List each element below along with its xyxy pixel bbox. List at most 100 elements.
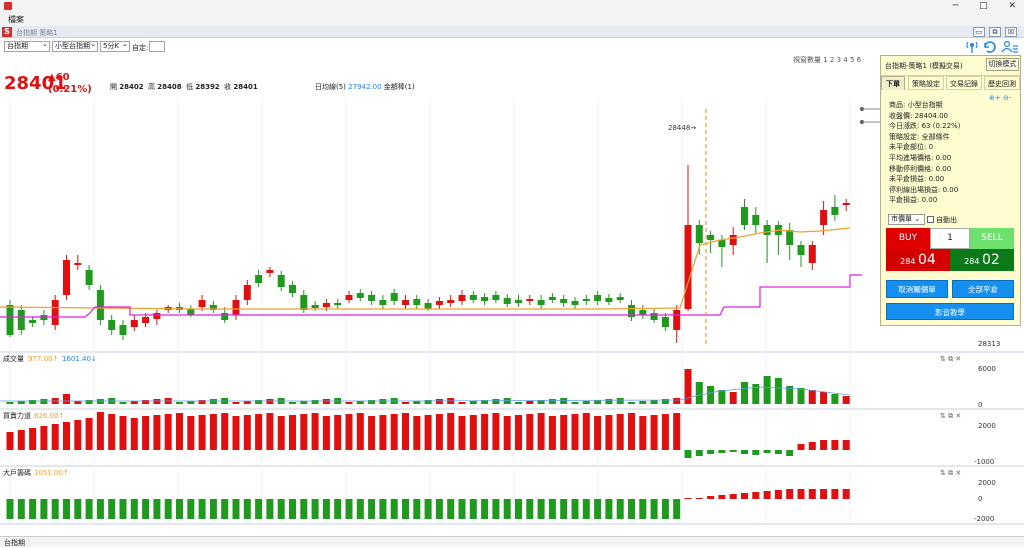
power-bar	[243, 415, 251, 450]
candle-body	[300, 295, 308, 310]
user-list-icon[interactable]	[1001, 40, 1018, 53]
buy-button[interactable]: BUY	[886, 228, 930, 249]
volume-bar	[492, 399, 500, 404]
zoom-out-icon[interactable]: ⊖-	[1002, 94, 1012, 102]
power-bar	[616, 414, 624, 450]
candle-body	[368, 295, 376, 301]
volume-bar	[729, 392, 737, 404]
zoom-controls[interactable]: ⊕+ ⊖-	[989, 94, 1011, 102]
ma-label: 日均線(5)	[315, 83, 346, 91]
position-info-line: 今日漲跌: 63 (0.22%)	[889, 122, 961, 131]
contract-select[interactable]: 小型台指期	[52, 40, 98, 52]
candle-body	[6, 305, 14, 335]
volume-bar	[289, 402, 296, 404]
power-bar	[447, 413, 455, 450]
power-bar	[458, 416, 466, 450]
bottom-tab-symbol[interactable]: 台指期	[4, 539, 25, 547]
order-type-select[interactable]: 市價單 ⌄	[888, 214, 925, 225]
volume-bar	[130, 401, 138, 404]
bigplayer-bar	[243, 499, 251, 519]
power-bar	[289, 415, 296, 450]
bigplayer-bar	[741, 493, 748, 499]
volume-bar	[684, 369, 692, 404]
power-bar	[322, 416, 330, 450]
candle-body	[605, 298, 613, 302]
volume-bar	[119, 402, 127, 404]
candle-body	[808, 245, 816, 263]
power-pane-tools[interactable]: ⇅ ⧉ ✕	[940, 412, 961, 420]
video-tutorial-button[interactable]: 影音教學	[886, 303, 1014, 320]
auto-exit-checkbox[interactable]	[927, 216, 934, 223]
price-change: ▲60	[48, 72, 70, 83]
switch-mode-button[interactable]: 切換模式	[986, 58, 1019, 71]
candle-body	[402, 300, 409, 305]
bigplayer-bar	[322, 499, 330, 519]
power-bar	[74, 420, 82, 450]
volume-bar	[560, 398, 568, 404]
buy-price-tick: 04	[918, 252, 936, 268]
power-value: 626.00↑	[34, 412, 64, 420]
volume-bar	[797, 388, 805, 404]
bigplayer-bar	[255, 499, 263, 519]
minimize-icon[interactable]: ─	[952, 1, 959, 11]
maximize-icon[interactable]: □	[979, 1, 988, 11]
candle-body	[63, 260, 70, 295]
candle-body	[616, 297, 624, 300]
sell-price-prefix: 284	[964, 257, 980, 266]
refresh-icon[interactable]	[984, 41, 996, 53]
sell-price-button[interactable]: 284 02	[950, 249, 1014, 271]
sell-price-tick: 02	[982, 252, 1000, 268]
tab-strategy-settings[interactable]: 策略設定	[908, 76, 944, 90]
tab-trade-records[interactable]: 交易記錄	[946, 76, 982, 90]
ma-suffix: 金額棒(1)	[383, 83, 415, 91]
volume-pane	[0, 369, 851, 404]
candle-body	[481, 297, 489, 301]
sell-button[interactable]: SELL	[970, 228, 1014, 249]
price-chart[interactable]: 28448→ 28313 成交量 977.00↑ 1601.40↓ ⇅ ⧉ ✕ …	[0, 95, 1024, 535]
volume-bar	[379, 399, 387, 404]
auto-exit-label: 自動出	[936, 216, 957, 224]
close-icon[interactable]: ✕	[1008, 1, 1016, 11]
candle-body	[232, 300, 240, 315]
bigplayer-bar	[209, 499, 217, 519]
power-bar	[334, 415, 342, 450]
volume-bar	[368, 400, 376, 404]
bigplayer-bar	[560, 499, 568, 519]
bigplayer-bar	[187, 499, 195, 519]
zoom-in-icon[interactable]: ⊕+	[989, 94, 1001, 102]
bigplayer-pane	[6, 489, 850, 519]
close-all-positions-button[interactable]: 全部平倉	[952, 280, 1014, 298]
candle-body	[548, 297, 556, 300]
custom-period-input[interactable]	[149, 41, 165, 52]
subwindow-close-button[interactable]: ☒	[1005, 27, 1017, 37]
volume-bar	[650, 400, 658, 404]
candle-body	[356, 293, 364, 298]
power-bar	[209, 414, 217, 450]
volume-pane-tools[interactable]: ⇅ ⧉ ✕	[940, 355, 961, 363]
bigplayer-bar	[503, 499, 511, 519]
power-bar	[481, 414, 489, 450]
high-value: 28408	[157, 83, 182, 91]
broadcast-icon[interactable]	[966, 41, 978, 53]
candle-body	[74, 263, 82, 265]
subwindow-float-button[interactable]: ⧉	[989, 27, 1001, 37]
buy-price-button[interactable]: 284 04	[886, 249, 950, 271]
bigplayer-bar	[96, 499, 104, 519]
bigplayer-bar	[808, 489, 816, 499]
menu-file[interactable]: 檔案	[8, 15, 24, 24]
power-bar	[402, 413, 409, 450]
bigplayer-bar	[368, 499, 376, 519]
tab-backtest[interactable]: 歷史回測	[984, 76, 1020, 90]
power-bar	[153, 415, 161, 450]
cancel-trigger-order-button[interactable]: 取消觸價單	[886, 280, 948, 298]
subwindow-restore-button[interactable]: ▭	[973, 27, 985, 37]
symbol-select[interactable]: 台指期	[4, 40, 50, 52]
power-bar	[492, 413, 500, 450]
window-count-selector[interactable]: 視窗數量 1 2 3 4 5 6	[793, 56, 862, 64]
period-select[interactable]: 5分K	[100, 40, 130, 52]
bigplayer-pane-tools[interactable]: ⇅ ⧉ ✕	[940, 469, 961, 477]
quantity-input[interactable]: 1	[930, 228, 970, 249]
candle-body	[571, 301, 579, 305]
open-value: 28402	[119, 83, 144, 91]
tab-order[interactable]: 下單	[881, 76, 905, 90]
